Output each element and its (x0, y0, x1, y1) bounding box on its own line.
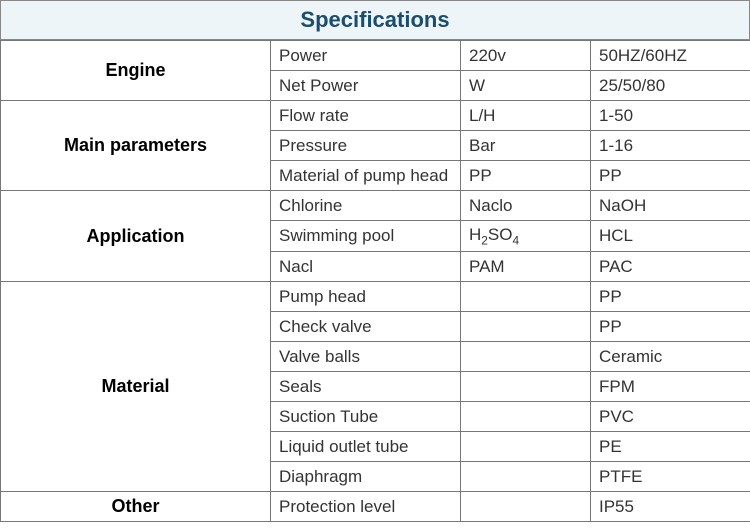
spec-value: PVC (591, 402, 750, 432)
spec-unit: H2SO4 (461, 221, 591, 252)
spec-name: Pump head (271, 282, 461, 312)
group-label: Engine (1, 41, 271, 101)
spec-value: PP (591, 312, 750, 342)
spec-table-body: EnginePower220v50HZ/60HZNet PowerW25/50/… (1, 41, 750, 522)
spec-value: Ceramic (591, 342, 750, 372)
spec-unit: Naclo (461, 191, 591, 221)
spec-value: IP55 (591, 492, 750, 522)
spec-name: Nacl (271, 252, 461, 282)
spec-table: EnginePower220v50HZ/60HZNet PowerW25/50/… (0, 40, 750, 522)
spec-unit (461, 372, 591, 402)
spec-name: Liquid outlet tube (271, 432, 461, 462)
spec-value: 1-50 (591, 101, 750, 131)
group-label: Application (1, 191, 271, 282)
group-label: Main parameters (1, 101, 271, 191)
group-label: Material (1, 282, 271, 492)
spec-name: Net Power (271, 71, 461, 101)
table-row: Main parametersFlow rateL/H1-50 (1, 101, 750, 131)
spec-value: 25/50/80 (591, 71, 750, 101)
spec-unit: 220v (461, 41, 591, 71)
table-row: ApplicationChlorineNacloNaOH (1, 191, 750, 221)
spec-value: PP (591, 282, 750, 312)
spec-unit: W (461, 71, 591, 101)
spec-value: NaOH (591, 191, 750, 221)
spec-value: 1-16 (591, 131, 750, 161)
spec-name: Valve balls (271, 342, 461, 372)
spec-value: PP (591, 161, 750, 191)
spec-value: PAC (591, 252, 750, 282)
group-label: Other (1, 492, 271, 522)
spec-unit: Bar (461, 131, 591, 161)
spec-name: Check valve (271, 312, 461, 342)
spec-table-container: Specifications EnginePower220v50HZ/60HZN… (0, 0, 750, 522)
spec-name: Pressure (271, 131, 461, 161)
spec-unit (461, 432, 591, 462)
spec-name: Chlorine (271, 191, 461, 221)
spec-unit (461, 492, 591, 522)
spec-value: HCL (591, 221, 750, 252)
spec-name: Seals (271, 372, 461, 402)
table-row: EnginePower220v50HZ/60HZ (1, 41, 750, 71)
spec-name: Flow rate (271, 101, 461, 131)
spec-unit: PAM (461, 252, 591, 282)
spec-unit (461, 312, 591, 342)
table-row: MaterialPump headPP (1, 282, 750, 312)
spec-value: PTFE (591, 462, 750, 492)
spec-value: 50HZ/60HZ (591, 41, 750, 71)
spec-unit: PP (461, 161, 591, 191)
spec-title: Specifications (0, 0, 750, 40)
spec-value: PE (591, 432, 750, 462)
spec-name: Power (271, 41, 461, 71)
spec-unit: L/H (461, 101, 591, 131)
spec-unit (461, 282, 591, 312)
spec-unit (461, 462, 591, 492)
spec-name: Swimming pool (271, 221, 461, 252)
spec-name: Diaphragm (271, 462, 461, 492)
spec-value: FPM (591, 372, 750, 402)
spec-unit (461, 342, 591, 372)
spec-name: Material of pump head (271, 161, 461, 191)
spec-unit (461, 402, 591, 432)
table-row: OtherProtection level IP55 (1, 492, 750, 522)
spec-name: Protection level (271, 492, 461, 522)
spec-name: Suction Tube (271, 402, 461, 432)
